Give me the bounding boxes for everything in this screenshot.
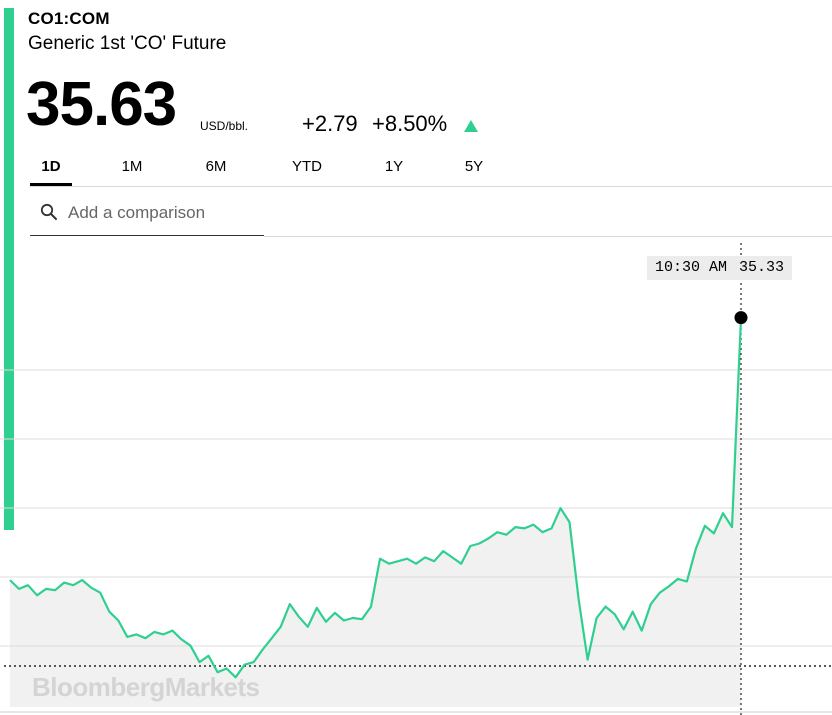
active-tab-indicator: [30, 183, 72, 186]
ticker-symbol: CO1:COM: [28, 9, 110, 28]
tab-1d[interactable]: 1D: [41, 158, 61, 175]
crosshair-point: [734, 311, 748, 325]
tab-ytd[interactable]: YTD: [292, 158, 322, 175]
price-change: +2.79: [302, 111, 358, 136]
accent-bar: [4, 8, 14, 530]
price-area-fill: [10, 317, 741, 707]
chart-top-divider: [264, 236, 832, 237]
price-change-percent: +8.50%: [372, 111, 448, 136]
tab-1m[interactable]: 1M: [121, 158, 143, 175]
tab-5y[interactable]: 5Y: [464, 158, 484, 175]
instrument-name: Generic 1st 'CO' Future: [28, 33, 227, 54]
price-chart[interactable]: [0, 237, 832, 715]
last-price: 35.63: [26, 70, 177, 139]
up-arrow-icon: [464, 120, 478, 132]
tooltip-value: 35.33: [739, 259, 785, 276]
price-line: [9, 317, 743, 679]
tooltip-time: 10:30 AM: [655, 259, 728, 276]
tabs-divider: [30, 186, 832, 187]
tab-6m[interactable]: 6M: [205, 158, 227, 175]
price-unit: USD/bbl.: [200, 119, 249, 133]
bloomberg-markets-watermark: BloombergMarkets: [32, 672, 260, 702]
tab-1y[interactable]: 1Y: [384, 158, 404, 175]
search-icon[interactable]: [40, 203, 58, 221]
crosshair-tooltip: 10:30 AM 35.33: [647, 256, 793, 280]
range-tabs: 1D 1M 6M YTD 1Y 5Y: [0, 156, 832, 186]
comparison-search-input[interactable]: [68, 198, 258, 228]
comparison-search: [30, 194, 264, 236]
